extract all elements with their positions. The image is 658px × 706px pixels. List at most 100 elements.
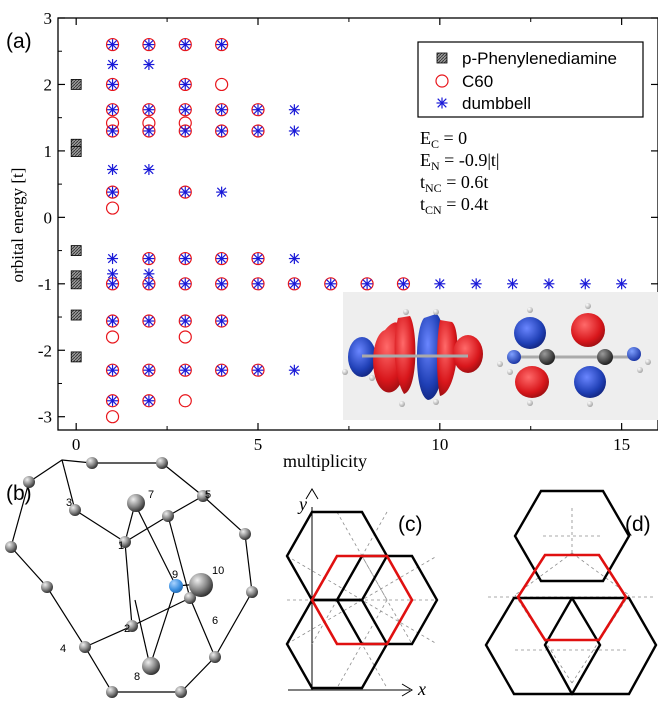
dumbbell-point <box>397 278 409 290</box>
dumbbell-point <box>107 364 119 376</box>
legend-item-dumbbell: dumbbell <box>436 94 531 113</box>
dumbbell-point <box>107 186 119 198</box>
dumbbell-point <box>107 39 119 51</box>
atom-label-2: 2 <box>124 623 130 635</box>
atom <box>106 686 118 698</box>
atom <box>239 528 251 540</box>
panel-c-label: (c) <box>398 513 423 536</box>
atom <box>162 510 174 522</box>
phenylenediamine-point <box>70 146 82 157</box>
x-tick-label: 15 <box>613 435 630 454</box>
dumbbell-point <box>107 268 119 280</box>
c60-point <box>215 363 229 377</box>
dumbbell-point <box>216 39 228 51</box>
x-tick-label: 5 <box>254 435 263 454</box>
atom <box>69 504 81 516</box>
c60-point <box>251 251 265 266</box>
dumbbell-point <box>107 104 119 116</box>
dumbbell-point <box>143 39 155 51</box>
data-points <box>70 37 628 424</box>
c60-point <box>105 201 120 215</box>
dumbbell-point <box>216 253 228 265</box>
y-tick-label: -3 <box>38 408 52 427</box>
atom-labels: 1 2 3 4 5 6 7 8 9 10 <box>60 489 224 683</box>
x-axis-label: x <box>417 679 426 699</box>
dumbbell-point <box>143 268 155 280</box>
c60-point <box>324 277 338 291</box>
dumbbell-point <box>579 278 591 290</box>
c60-point <box>178 185 192 199</box>
red-hexagon <box>516 553 628 642</box>
c60-point <box>178 124 192 138</box>
dumbbell-point <box>361 278 373 290</box>
phenylenediamine-point <box>70 79 82 90</box>
atom-9-nitrogen <box>169 579 183 593</box>
c60-point <box>142 394 156 408</box>
dumbbell-point <box>216 186 228 198</box>
dumbbell-point <box>288 104 300 116</box>
c60-point <box>215 277 229 291</box>
dumbbell-point <box>616 278 628 290</box>
dumbbell-point <box>179 315 191 327</box>
c60-point <box>251 277 265 291</box>
dumbbell-point <box>143 395 155 407</box>
atom-label-5: 5 <box>205 489 211 501</box>
c60-point <box>215 103 229 117</box>
dumbbell-point <box>143 364 155 376</box>
dumbbell-point <box>434 278 446 290</box>
c60-orbital-image <box>342 309 483 407</box>
atom-10 <box>189 573 213 597</box>
c60-point <box>142 124 156 138</box>
atom <box>197 490 209 502</box>
y-tick-label: -1 <box>38 275 52 294</box>
dumbbell-point <box>107 395 119 407</box>
atom-label-10: 10 <box>212 565 224 577</box>
c60-point <box>142 37 156 52</box>
dumbbell-point <box>216 125 228 137</box>
parameter-ec: EC = 0 <box>420 128 467 151</box>
y-tick-label: 3 <box>44 9 53 28</box>
atom <box>41 581 53 593</box>
orbital-inset <box>342 292 658 420</box>
plot-frame <box>57 17 658 431</box>
c60-point <box>251 103 265 117</box>
atom-label-7: 7 <box>148 489 154 501</box>
c60-point <box>105 185 120 199</box>
c60-point <box>105 77 120 92</box>
c60-point <box>287 277 301 291</box>
dumbbell-point <box>143 164 155 176</box>
dumbbell-point <box>107 125 119 137</box>
legend-label: p-Phenylenediamine <box>462 49 617 68</box>
c60-point <box>105 394 120 408</box>
c60-point <box>105 124 120 138</box>
phenylenediamine-point <box>70 351 82 363</box>
c60-point <box>105 410 120 424</box>
dumbbell-point <box>107 278 119 290</box>
dumbbell-point <box>179 278 191 290</box>
dumbbell-point <box>325 278 337 290</box>
atom-label-9: 9 <box>172 569 178 581</box>
dumbbell-point <box>507 278 519 290</box>
atom-label-1: 1 <box>118 540 124 552</box>
c60-point <box>251 363 265 377</box>
dumbbell-point <box>107 59 119 71</box>
atom-label-6: 6 <box>212 615 218 627</box>
c60-point <box>251 124 265 138</box>
plot-axes: -3 -2 -1 0 1 2 3 0 5 10 15 <box>38 9 658 454</box>
dumbbell-point <box>143 315 155 327</box>
c60-point <box>178 77 192 92</box>
legend: p-Phenylenediamine C60 dumbbell <box>417 41 644 118</box>
c60-point <box>105 314 120 328</box>
phenylenediamine-point <box>70 245 82 256</box>
c60-point <box>142 314 156 328</box>
dumbbell-point <box>143 104 155 116</box>
parameter-tnc: tNC = 0.6t <box>420 172 488 195</box>
y-tick-label: 2 <box>44 75 53 94</box>
c60-point <box>178 314 192 328</box>
legend-square-marker <box>436 52 448 64</box>
atom <box>246 586 258 598</box>
y-tick-label: -2 <box>38 341 52 360</box>
atom <box>126 620 138 632</box>
c60-point <box>105 363 120 377</box>
dumbbell-point <box>143 125 155 137</box>
